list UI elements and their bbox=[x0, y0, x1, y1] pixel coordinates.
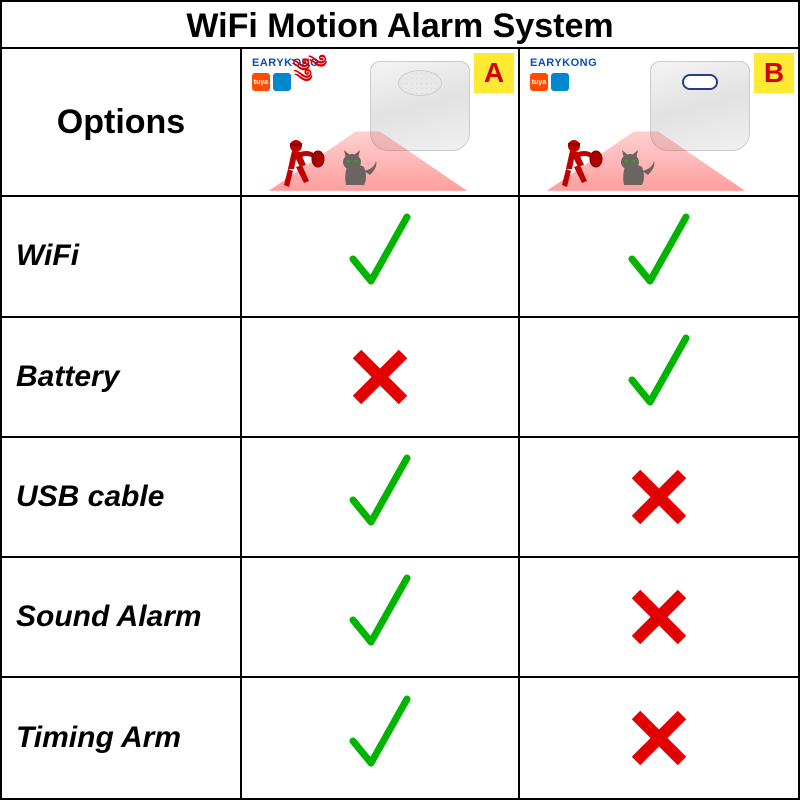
product-a-cell: EARYKONG tuya ༄༄༄ bbox=[242, 49, 520, 197]
page-title: WiFi Motion Alarm System bbox=[2, 2, 798, 49]
feature-a-value bbox=[242, 678, 520, 798]
feature-a-value bbox=[242, 197, 520, 317]
cross-icon bbox=[345, 332, 415, 422]
cross-icon bbox=[624, 693, 694, 783]
smartlife-icon bbox=[551, 73, 569, 91]
badge-b: B bbox=[754, 53, 794, 93]
cross-icon bbox=[624, 572, 694, 662]
tuya-icon: tuya bbox=[530, 73, 548, 91]
device-button-icon bbox=[682, 74, 718, 90]
smartlife-icon bbox=[273, 73, 291, 91]
options-header: Options bbox=[2, 49, 242, 197]
check-icon bbox=[624, 211, 694, 301]
check-icon bbox=[345, 572, 415, 662]
grid: Options EARYKONG tuya ༄༄༄ bbox=[2, 49, 798, 798]
check-icon bbox=[345, 693, 415, 783]
feature-label: Timing Arm bbox=[2, 678, 242, 798]
feature-a-value bbox=[242, 558, 520, 678]
comparison-table: WiFi Motion Alarm System Options EARYKON… bbox=[0, 0, 800, 800]
product-b-illustration: EARYKONG tuya bbox=[524, 53, 794, 191]
feature-b-value bbox=[520, 318, 798, 438]
feature-b-value bbox=[520, 438, 798, 558]
feature-label: Sound Alarm bbox=[2, 558, 242, 678]
feature-label: Battery bbox=[2, 318, 242, 438]
burglar-icon bbox=[280, 137, 326, 189]
alarm-waves-icon: ༄༄༄ bbox=[292, 56, 330, 84]
tuya-logo: tuya bbox=[252, 73, 291, 91]
feature-b-value bbox=[520, 678, 798, 798]
tuya-icon: tuya bbox=[252, 73, 270, 91]
feature-label: USB cable bbox=[2, 438, 242, 558]
feature-label: WiFi bbox=[2, 197, 242, 317]
speaker-grille-icon bbox=[398, 70, 442, 96]
check-icon bbox=[345, 452, 415, 542]
check-icon bbox=[624, 332, 694, 422]
badge-a: A bbox=[474, 53, 514, 93]
cat-icon bbox=[616, 147, 658, 189]
feature-b-value bbox=[520, 197, 798, 317]
product-b-cell: EARYKONG tuya bbox=[520, 49, 798, 197]
cross-icon bbox=[624, 452, 694, 542]
feature-a-value bbox=[242, 438, 520, 558]
brand-logo: EARYKONG bbox=[530, 57, 597, 69]
check-icon bbox=[345, 211, 415, 301]
feature-b-value bbox=[520, 558, 798, 678]
tuya-logo: tuya bbox=[530, 73, 569, 91]
cat-icon bbox=[338, 147, 380, 189]
product-a-illustration: EARYKONG tuya ༄༄༄ bbox=[246, 53, 514, 191]
burglar-icon bbox=[558, 137, 604, 189]
feature-a-value bbox=[242, 318, 520, 438]
